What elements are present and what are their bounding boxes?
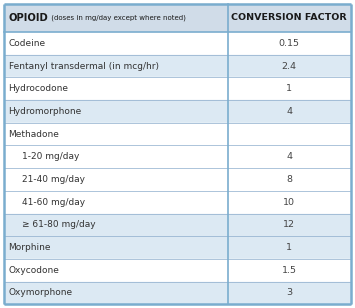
Text: Hydrocodone: Hydrocodone bbox=[9, 84, 69, 93]
Text: Oxymorphone: Oxymorphone bbox=[9, 289, 73, 298]
Text: 3: 3 bbox=[286, 289, 292, 298]
Text: 2.4: 2.4 bbox=[282, 62, 297, 71]
Bar bbox=[4, 191, 351, 213]
Text: 10: 10 bbox=[283, 198, 295, 207]
Text: Oxycodone: Oxycodone bbox=[9, 266, 59, 275]
Text: 4: 4 bbox=[286, 107, 292, 116]
Text: 4: 4 bbox=[286, 152, 292, 161]
Text: 1: 1 bbox=[286, 84, 292, 93]
Bar bbox=[4, 123, 351, 145]
Bar bbox=[4, 77, 351, 100]
Text: ≥ 61-80 mg/day: ≥ 61-80 mg/day bbox=[22, 221, 95, 229]
Text: Codeine: Codeine bbox=[9, 39, 46, 48]
Text: Morphine: Morphine bbox=[9, 243, 51, 252]
Bar bbox=[4, 282, 351, 304]
Text: 21-40 mg/day: 21-40 mg/day bbox=[22, 175, 85, 184]
Text: OPIOID: OPIOID bbox=[9, 13, 48, 23]
Bar bbox=[4, 55, 351, 77]
Text: Hydromorphone: Hydromorphone bbox=[9, 107, 82, 116]
Text: 12: 12 bbox=[283, 221, 295, 229]
Text: Fentanyl transdermal (in mcg/hr): Fentanyl transdermal (in mcg/hr) bbox=[9, 62, 159, 71]
Text: 1.5: 1.5 bbox=[282, 266, 297, 275]
Bar bbox=[4, 145, 351, 168]
Bar bbox=[4, 168, 351, 191]
Text: 1-20 mg/day: 1-20 mg/day bbox=[22, 152, 80, 161]
Text: 41-60 mg/day: 41-60 mg/day bbox=[22, 198, 85, 207]
Bar bbox=[4, 259, 351, 282]
Bar bbox=[4, 32, 351, 55]
Bar bbox=[4, 100, 351, 123]
Text: 8: 8 bbox=[286, 175, 292, 184]
Text: 1: 1 bbox=[286, 243, 292, 252]
Text: Methadone: Methadone bbox=[9, 130, 59, 139]
Text: (doses in mg/day except where noted): (doses in mg/day except where noted) bbox=[49, 14, 186, 21]
Bar bbox=[4, 213, 351, 236]
Text: CONVERSION FACTOR: CONVERSION FACTOR bbox=[231, 13, 347, 22]
Bar bbox=[4, 236, 351, 259]
Bar bbox=[4, 4, 351, 32]
Text: 0.15: 0.15 bbox=[279, 39, 300, 48]
